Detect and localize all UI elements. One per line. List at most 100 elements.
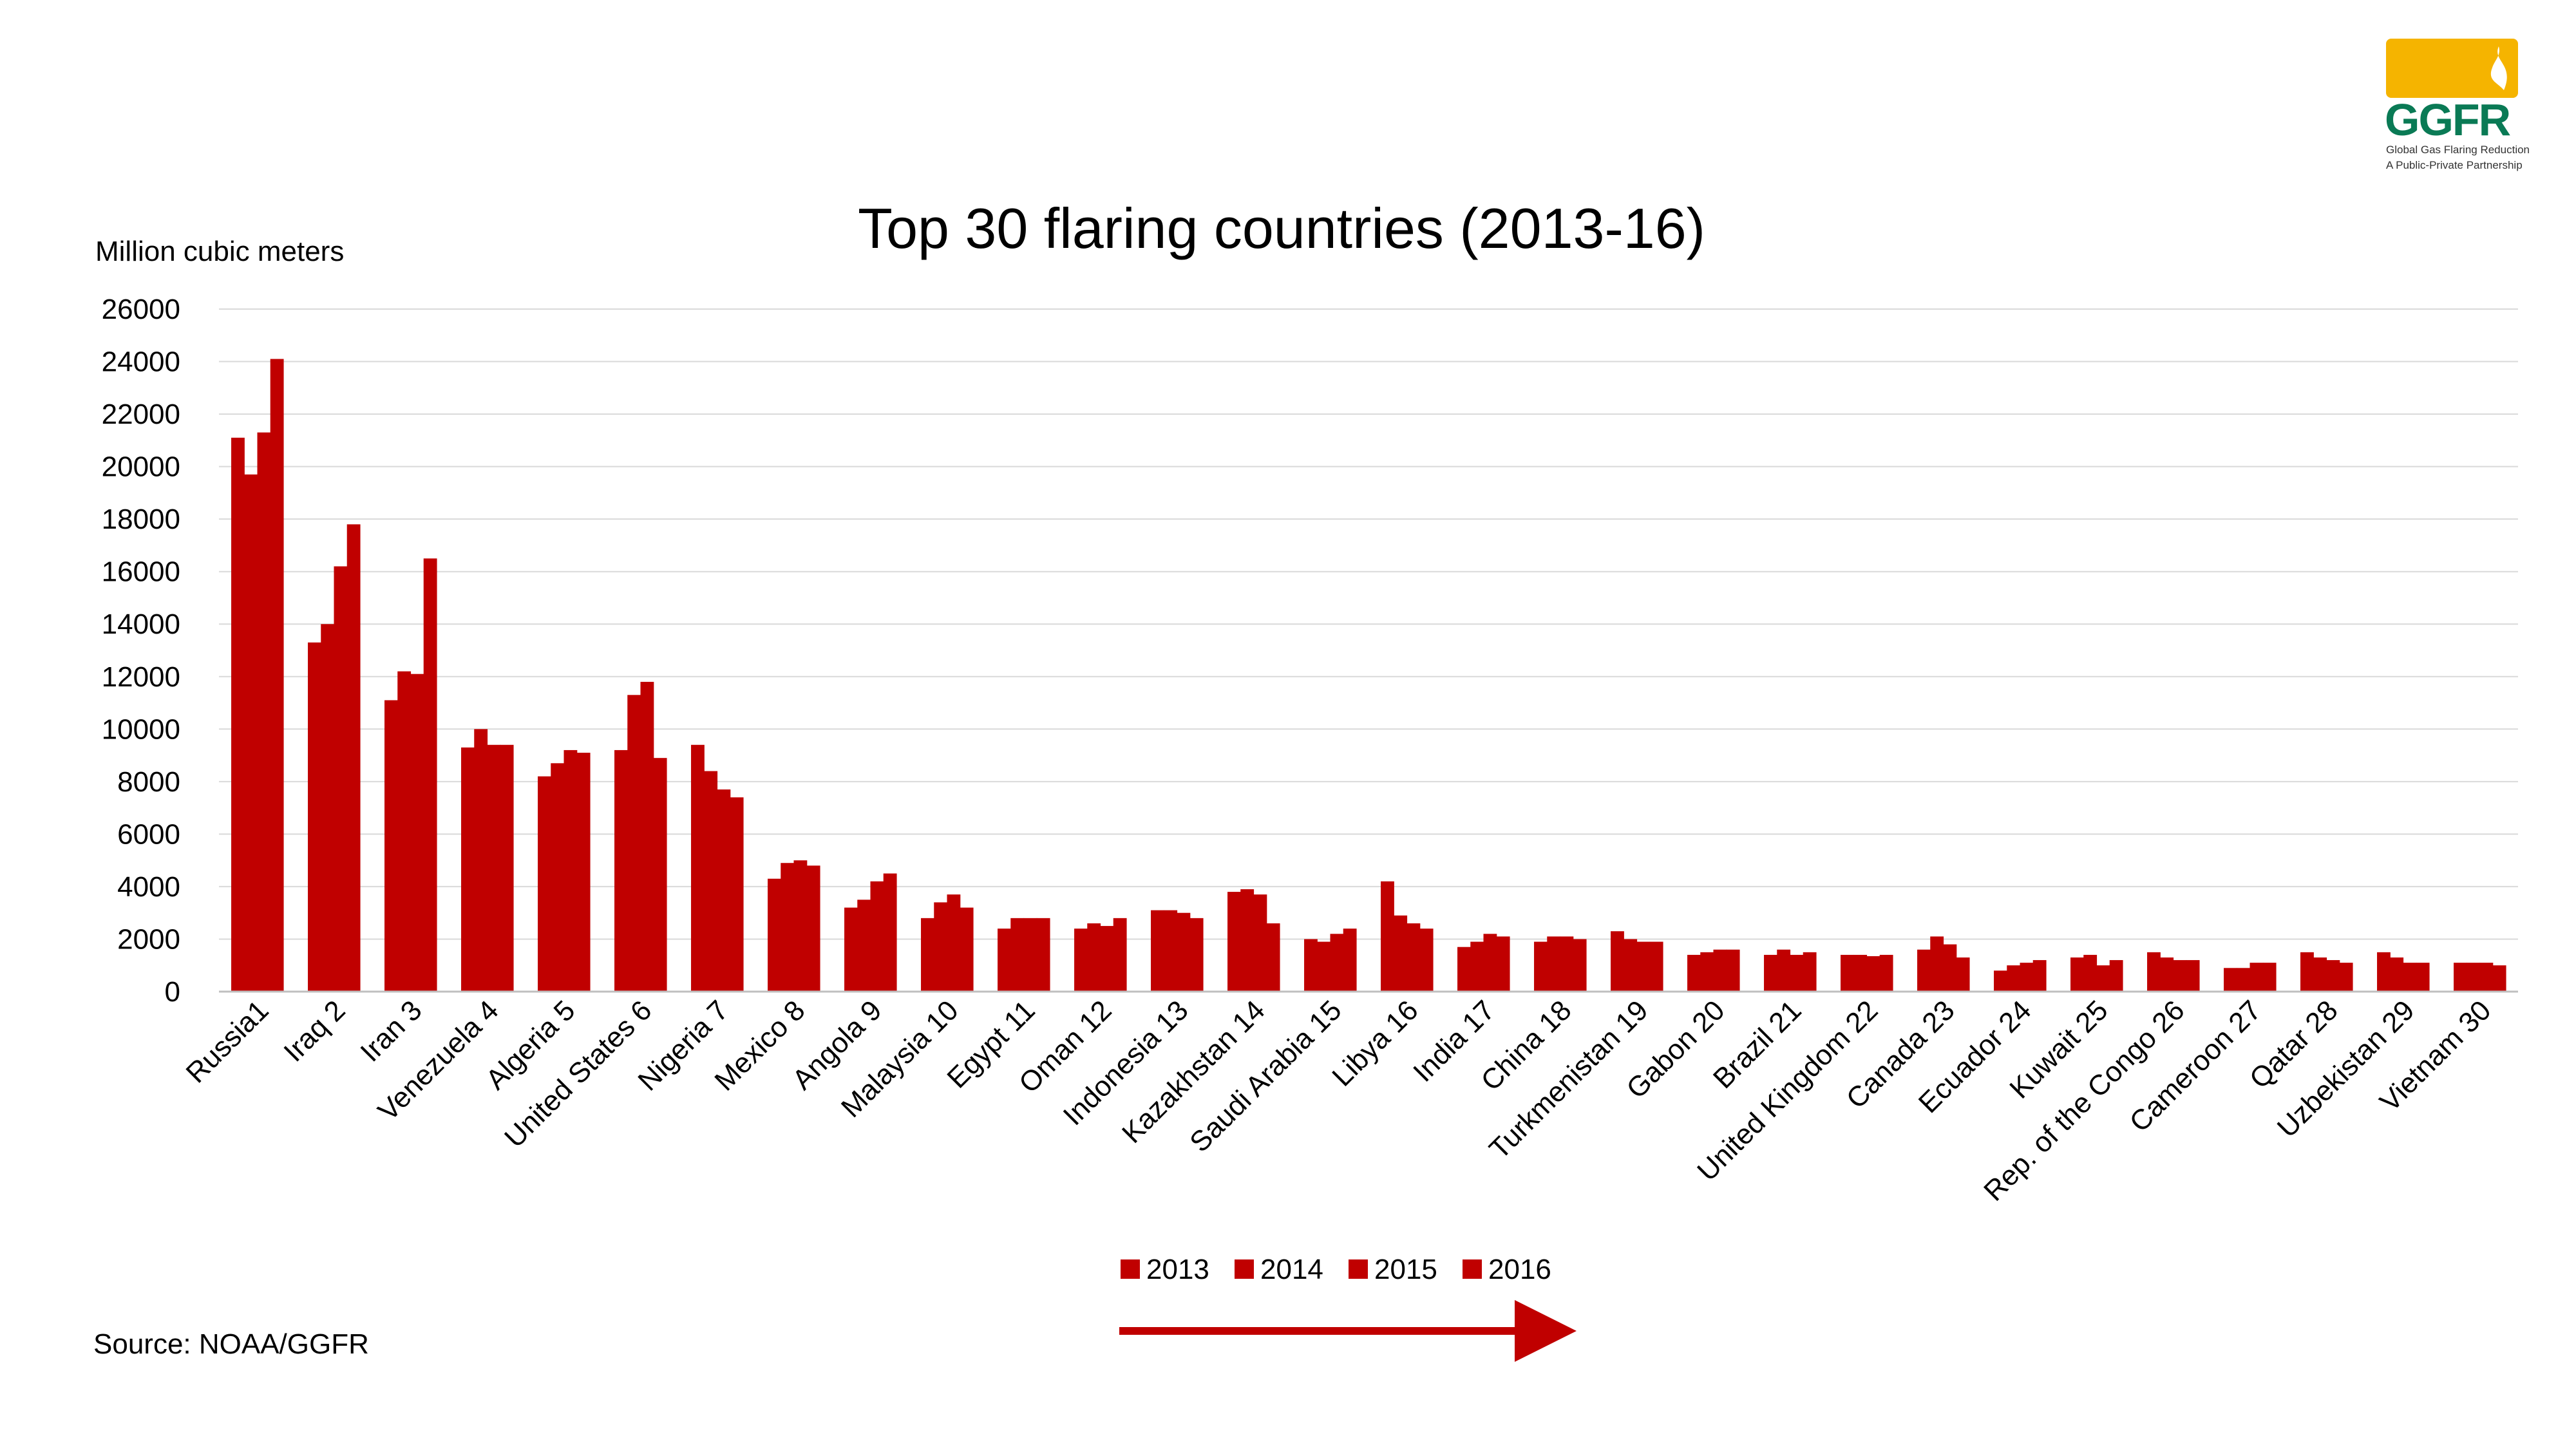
bar: [474, 729, 488, 992]
bar: [960, 907, 974, 992]
bar: [730, 797, 744, 992]
legend-swatch: [1121, 1259, 1140, 1279]
bar: [384, 700, 398, 992]
bar: [1687, 954, 1701, 992]
y-tick-label: 14000: [102, 608, 180, 640]
bar: [1547, 936, 1561, 992]
bar: [691, 744, 705, 992]
bar: [627, 695, 641, 992]
bar: [1713, 949, 1727, 992]
bar: [998, 929, 1011, 992]
bar: [2313, 957, 2327, 992]
bar: [1100, 926, 1114, 992]
bar: [1534, 941, 1548, 992]
bar: [538, 776, 551, 992]
y-tick-label: 10000: [102, 713, 180, 745]
bar: [934, 902, 948, 992]
bar: [947, 894, 961, 992]
y-tick-label: 22000: [102, 399, 180, 430]
bar: [1496, 936, 1510, 992]
bar: [1636, 941, 1651, 992]
bar: [1036, 918, 1050, 992]
chart-title: Top 30 flaring countries (2013-16): [858, 196, 1705, 260]
bar: [1866, 956, 1880, 992]
x-tick-label: Libya 16: [1326, 994, 1424, 1092]
bar: [640, 681, 654, 992]
y-tick-label: 0: [165, 976, 180, 1008]
bar: [2262, 963, 2277, 992]
bar: [1074, 929, 1088, 992]
y-tick-label: 8000: [117, 766, 180, 798]
bar: [781, 863, 795, 992]
bar: [2173, 960, 2187, 992]
bar: [321, 624, 335, 992]
bar: [2007, 965, 2021, 992]
bar: [1253, 894, 1267, 992]
x-tick-label: Iraq 2: [278, 994, 351, 1068]
bar: [2416, 963, 2430, 992]
bar: [1394, 915, 1408, 992]
bar: [2492, 965, 2506, 992]
grid-lines: [219, 308, 2518, 940]
bar: [1023, 918, 1037, 992]
bar: [1764, 954, 1777, 992]
bar: [1457, 947, 1471, 992]
bar: [768, 878, 781, 992]
bar: [1649, 941, 1663, 992]
bar: [614, 750, 628, 992]
bar: [1151, 910, 1164, 992]
bar: [2326, 960, 2340, 992]
legend-label: 2016: [1488, 1254, 1551, 1285]
y-tick-label: 2000: [117, 923, 180, 955]
logo-text: GGFR: [2385, 95, 2511, 145]
bar: [1087, 923, 1101, 992]
legend-label: 2013: [1146, 1254, 1209, 1285]
bar: [257, 432, 271, 992]
bar: [883, 873, 897, 992]
y-tick-label: 26000: [102, 294, 180, 325]
bar: [1266, 923, 1280, 992]
legend-swatch: [1463, 1259, 1482, 1279]
bar: [1917, 949, 1931, 992]
bar: [2032, 960, 2047, 992]
bar: [806, 865, 820, 992]
y-tick-label: 16000: [102, 556, 180, 588]
bar: [653, 758, 667, 992]
bar: [2467, 963, 2481, 992]
bar: [1240, 889, 1255, 992]
y-tick-label: 4000: [117, 871, 180, 903]
bar: [231, 437, 245, 992]
bar: [410, 674, 424, 992]
bar: [704, 771, 718, 992]
bar: [1177, 912, 1191, 992]
ggfr-logo: GGFR Global Gas Flaring Reduction A Publ…: [2385, 39, 2530, 171]
bar: [1611, 931, 1624, 992]
bar: [1777, 949, 1791, 992]
bar: [2096, 965, 2110, 992]
bar: [1470, 941, 1484, 992]
bar: [2020, 963, 2034, 992]
bar: [1956, 957, 1970, 992]
y-tick-labels: 0 2000 4000 6000 8000 10000 12000 14000 16000 180…: [102, 294, 180, 1008]
bar: [2083, 954, 2098, 992]
bar: [576, 753, 591, 992]
bar: [2147, 952, 2161, 992]
bar: [461, 747, 475, 992]
bar: [500, 744, 514, 992]
bar: [2403, 963, 2417, 992]
bar: [1803, 952, 1817, 992]
bar: [1330, 934, 1344, 992]
bar: [1700, 952, 1714, 992]
x-tick-label: Uzbekistan 29: [2271, 994, 2421, 1144]
x-tick-label: Russia1: [180, 994, 275, 1089]
bar: [1189, 918, 1204, 992]
bar: [1113, 918, 1127, 992]
bar: [308, 642, 321, 992]
legend: 2013 2014 2015 2016: [1121, 1254, 1551, 1285]
y-tick-label: 20000: [102, 451, 180, 483]
bar: [1010, 918, 1025, 992]
bar: [1343, 929, 1357, 992]
bar: [2160, 957, 2174, 992]
legend-label: 2014: [1260, 1254, 1323, 1285]
